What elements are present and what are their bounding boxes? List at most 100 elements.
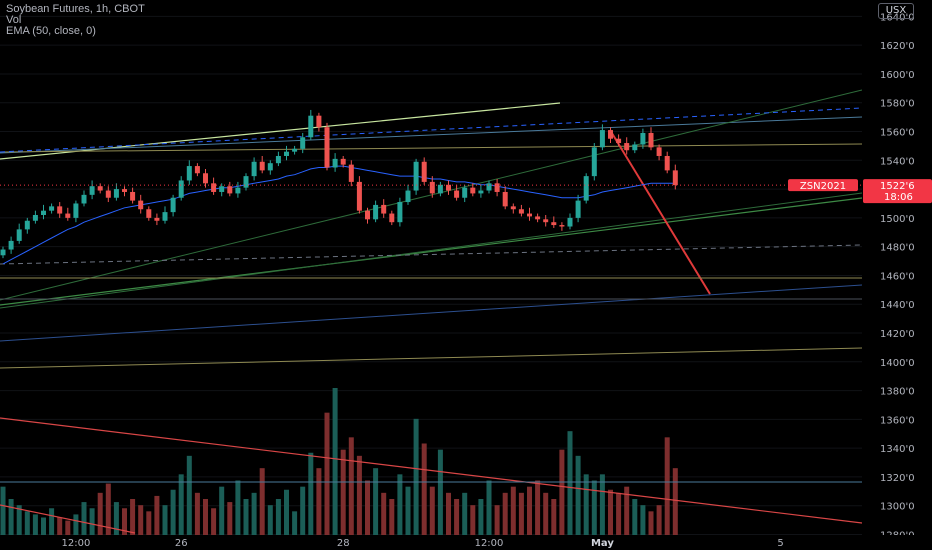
volume-bar bbox=[470, 505, 476, 536]
candle bbox=[527, 207, 532, 221]
trendline bbox=[0, 116, 863, 154]
candle-body bbox=[656, 147, 662, 156]
candle bbox=[332, 153, 338, 172]
candle bbox=[640, 128, 646, 149]
candle-body bbox=[470, 187, 476, 194]
volume-bar bbox=[373, 468, 379, 536]
x-tick-label: 12:00 bbox=[475, 538, 504, 549]
candle-body bbox=[640, 132, 646, 145]
candle-body bbox=[591, 147, 597, 177]
volume-bar bbox=[89, 508, 95, 536]
candle-body bbox=[672, 170, 678, 186]
volume-bar bbox=[365, 480, 370, 536]
candle bbox=[49, 203, 55, 214]
candle bbox=[316, 112, 322, 132]
volume-bar bbox=[656, 505, 662, 536]
candle-body bbox=[178, 180, 184, 198]
candle bbox=[405, 184, 411, 205]
volume-bar bbox=[640, 505, 646, 536]
candle bbox=[194, 163, 200, 177]
candle bbox=[373, 200, 379, 223]
candle-body bbox=[130, 191, 136, 201]
candle-body bbox=[478, 190, 484, 194]
volume-bar bbox=[49, 508, 55, 536]
y-tick-label: 1400'0 bbox=[880, 358, 915, 369]
candle-body bbox=[535, 216, 541, 220]
legend-symbol[interactable]: Soybean Futures, 1h, CBOT bbox=[6, 3, 145, 15]
candle-body bbox=[356, 181, 362, 211]
trendline bbox=[0, 89, 863, 301]
candle bbox=[559, 222, 565, 231]
ticker-label: ZSN2021 bbox=[800, 181, 846, 192]
y-tick-label: 1600'0 bbox=[880, 70, 915, 81]
volume-bar bbox=[65, 520, 71, 536]
volume-bar bbox=[632, 499, 638, 536]
chart-legend: Soybean Futures, 1h, CBOT Vol EMA (50, c… bbox=[6, 4, 145, 37]
candle bbox=[308, 109, 314, 141]
x-tick-label: 12:00 bbox=[61, 538, 90, 549]
volume-bar bbox=[616, 492, 622, 536]
volume-bar bbox=[170, 489, 176, 536]
volume-bar bbox=[275, 499, 281, 536]
candle bbox=[211, 177, 217, 195]
volume-bar bbox=[105, 483, 111, 536]
candle-body bbox=[162, 212, 168, 221]
candle bbox=[672, 164, 678, 190]
candle bbox=[616, 134, 622, 146]
candle-body bbox=[89, 186, 95, 195]
volume-bar bbox=[32, 514, 38, 536]
candle bbox=[300, 132, 306, 154]
volume-bar bbox=[478, 499, 484, 536]
volume-bar bbox=[551, 499, 557, 536]
volume-bar bbox=[397, 474, 403, 536]
candle bbox=[227, 181, 233, 197]
candle-body bbox=[616, 138, 622, 144]
y-tick-label: 1480'0 bbox=[880, 243, 915, 254]
candle-body bbox=[194, 166, 200, 174]
candle bbox=[292, 145, 298, 155]
candle-body bbox=[340, 158, 346, 165]
candle-body bbox=[437, 184, 443, 194]
y-tick-label: 1300'0 bbox=[880, 502, 915, 513]
legend-ema[interactable]: EMA (50, close, 0) bbox=[6, 25, 96, 37]
volume-bar bbox=[583, 474, 589, 536]
candle-body bbox=[284, 151, 289, 156]
volume-bar bbox=[316, 468, 322, 536]
legend-vol[interactable]: Vol bbox=[6, 14, 22, 26]
volume-bar bbox=[510, 486, 516, 536]
candle bbox=[113, 183, 119, 201]
candle bbox=[413, 158, 419, 195]
candle bbox=[608, 127, 613, 144]
candle-body bbox=[397, 202, 403, 223]
candle-body bbox=[105, 190, 111, 198]
candle-body bbox=[324, 127, 330, 168]
candle bbox=[259, 155, 265, 174]
candle-body bbox=[41, 210, 46, 215]
candle bbox=[478, 184, 484, 198]
candle-body bbox=[494, 183, 500, 192]
candle-body bbox=[292, 148, 298, 152]
candle bbox=[656, 144, 662, 161]
candle-body bbox=[365, 210, 370, 220]
candle bbox=[73, 200, 79, 223]
volume-bar bbox=[567, 431, 573, 536]
candle-body bbox=[348, 164, 354, 182]
volume-bar bbox=[113, 502, 119, 536]
volume-bar bbox=[259, 468, 265, 536]
candle bbox=[632, 141, 638, 154]
y-tick-label: 1440'0 bbox=[880, 300, 915, 311]
trendline bbox=[0, 197, 863, 306]
candle bbox=[178, 176, 184, 201]
candle-body bbox=[170, 197, 176, 213]
candle-body bbox=[551, 222, 557, 226]
candle bbox=[535, 213, 541, 223]
currency-button[interactable]: USX bbox=[878, 3, 914, 19]
x-tick-label: May bbox=[591, 538, 614, 549]
candle bbox=[348, 160, 354, 187]
candle bbox=[486, 180, 492, 194]
candle bbox=[138, 194, 144, 214]
ema-line bbox=[2, 165, 676, 265]
candle bbox=[24, 217, 30, 234]
trendline bbox=[0, 102, 561, 160]
